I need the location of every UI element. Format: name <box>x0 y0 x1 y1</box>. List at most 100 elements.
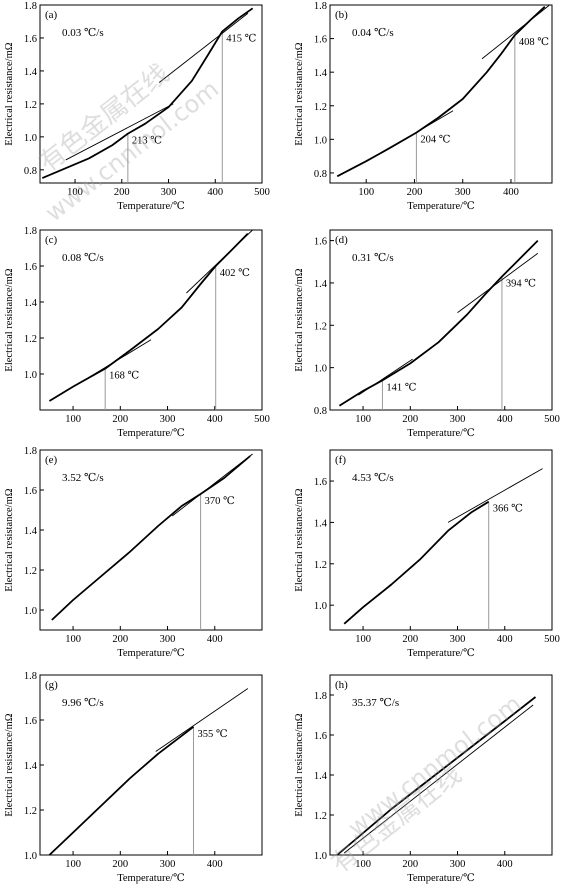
transition-temp-label: 168 ℃ <box>109 371 139 382</box>
y-tick-label: 1.0 <box>314 851 327 862</box>
x-tick-label: 300 <box>160 414 176 425</box>
y-axis-label: Electrical resistance/mΩ <box>4 713 15 816</box>
panel-label: (d) <box>335 234 348 246</box>
plot-frame <box>329 674 553 856</box>
x-tick-label: 100 <box>358 187 374 198</box>
x-tick-label: 300 <box>160 634 176 645</box>
y-tick-label: 1.0 <box>314 135 327 146</box>
panel-label: (b) <box>335 9 348 21</box>
y-tick-label: 1.2 <box>314 811 327 822</box>
x-axis-label: Temperature/℃ <box>407 428 475 439</box>
y-tick-label: 1.4 <box>314 518 328 529</box>
y-tick-label: 0.8 <box>314 169 327 180</box>
y-tick-label: 1.4 <box>314 771 328 782</box>
plot-frame <box>329 449 553 631</box>
y-axis-label: Electrical resistance/mΩ <box>4 488 15 591</box>
transition-temp-label: 355 ℃ <box>198 729 228 740</box>
y-tick-label: 1.8 <box>24 1 37 12</box>
x-tick-label: 400 <box>207 187 223 198</box>
y-tick-label: 1.2 <box>314 560 327 571</box>
x-tick-label: 400 <box>503 187 519 198</box>
x-tick-label: 200 <box>112 859 128 870</box>
x-axis-label: Temperature/℃ <box>407 648 475 659</box>
resistance-curve <box>338 239 539 407</box>
heating-rate-label: 0.08 ℃/s <box>62 252 104 264</box>
y-axis-label: Electrical resistance/mΩ <box>4 42 15 145</box>
x-tick-label: 400 <box>207 414 223 425</box>
x-tick-label: 500 <box>544 634 560 645</box>
x-tick-label: 400 <box>207 859 223 870</box>
heating-rate-label: 4.53 ℃/s <box>352 472 394 484</box>
y-tick-label: 1.0 <box>24 370 37 381</box>
y-tick-label: 1.6 <box>24 34 37 45</box>
y-tick-label: 1.2 <box>24 566 37 577</box>
resistance-curve <box>336 696 537 856</box>
panel-b: 100 200 300 400 0.8 1.0 1.2 1.4 1.6 1.8 Temperatur… <box>294 1 553 212</box>
y-axis-label: Electrical resistance/mΩ <box>294 488 305 591</box>
x-tick-label: 400 <box>497 414 513 425</box>
plot-frame <box>39 449 263 631</box>
panel-d: 100 200 300 400 500 0.8 1.0 1.2 1.4 1.6 Temperatur… <box>294 229 560 439</box>
panel-g: 100 200 300 400 1.0 1.2 1.4 1.6 1.8 Temperature/℃… <box>4 671 263 884</box>
heating-rate-label: 9.96 ℃/s <box>62 697 104 709</box>
y-tick-label: 1.8 <box>24 446 37 457</box>
transition-temp-label: 394 ℃ <box>506 279 536 290</box>
y-tick-label: 1.2 <box>24 806 37 817</box>
tangent-line <box>481 4 550 60</box>
transition-temp-label: 370 ℃ <box>205 496 235 507</box>
y-tick-label: 1.0 <box>314 364 327 375</box>
resistance-curve <box>51 455 251 621</box>
y-tick-label: 1.6 <box>314 731 327 742</box>
y-tick-label: 1.8 <box>314 1 327 12</box>
x-axis-label: Temperature/℃ <box>117 648 185 659</box>
x-tick-label: 200 <box>402 414 418 425</box>
y-tick-label: 1.6 <box>314 237 327 248</box>
y-tick-label: 1.0 <box>314 601 327 612</box>
panel-a: 100 200 300 400 500 0.8 1.0 1.2 1.4 1.6 1.8 Tempera… <box>4 1 270 212</box>
tangent-line <box>457 252 539 313</box>
resistance-curve <box>48 232 249 402</box>
x-tick-label: 100 <box>65 859 81 870</box>
x-tick-label: 200 <box>112 414 128 425</box>
y-tick-label: 1.6 <box>24 262 37 273</box>
x-tick-label: 200 <box>402 859 418 870</box>
tangent-line <box>158 12 249 83</box>
y-tick-label: 1.6 <box>314 477 327 488</box>
x-tick-label: 300 <box>450 414 466 425</box>
y-tick-label: 1.4 <box>314 68 328 79</box>
x-tick-label: 500 <box>544 414 560 425</box>
y-axis-label: Electrical resistance/mΩ <box>294 713 305 816</box>
y-axis-label: Electrical resistance/mΩ <box>294 268 305 371</box>
y-tick-label: 1.6 <box>24 716 37 727</box>
x-tick-label: 500 <box>254 187 270 198</box>
panel-h: 100 200 300 400 1.0 1.2 1.4 1.6 1.8 Temperature/℃… <box>294 674 553 884</box>
y-tick-label: 1.2 <box>24 334 37 345</box>
tangent-line <box>155 688 249 752</box>
y-tick-label: 1.2 <box>24 100 37 111</box>
resistance-curve <box>41 7 254 179</box>
panel-c: 100 200 300 400 500 1.0 1.2 1.4 1.6 1.8 Temperatur… <box>4 226 270 439</box>
x-tick-label: 300 <box>450 859 466 870</box>
y-tick-label: 1.6 <box>314 35 327 46</box>
x-tick-label: 300 <box>450 634 466 645</box>
transition-temp-label: 213 ℃ <box>132 136 162 147</box>
y-tick-label: 1.0 <box>24 606 37 617</box>
x-tick-label: 300 <box>455 187 471 198</box>
y-tick-label: 0.8 <box>24 166 37 177</box>
transition-temp-label: 408 ℃ <box>519 37 549 48</box>
y-tick-label: 1.2 <box>314 321 327 332</box>
y-axis-label: Electrical resistance/mΩ <box>4 268 15 371</box>
y-tick-label: 1.4 <box>24 298 38 309</box>
tangent-line <box>447 468 543 523</box>
panel-label: (g) <box>45 679 58 691</box>
x-axis-label: Temperature/℃ <box>117 428 185 439</box>
x-tick-label: 100 <box>355 634 371 645</box>
panel-f: 100 200 300 400 500 1.0 1.2 1.4 1.6 Temperature/℃… <box>294 449 560 659</box>
transition-temp-label: 204 ℃ <box>420 135 450 146</box>
transition-temp-label: 366 ℃ <box>493 504 523 515</box>
x-axis-label: Temperature/℃ <box>117 873 185 884</box>
y-tick-label: 1.0 <box>24 133 37 144</box>
plot-frame <box>329 229 553 411</box>
x-tick-label: 400 <box>497 859 513 870</box>
